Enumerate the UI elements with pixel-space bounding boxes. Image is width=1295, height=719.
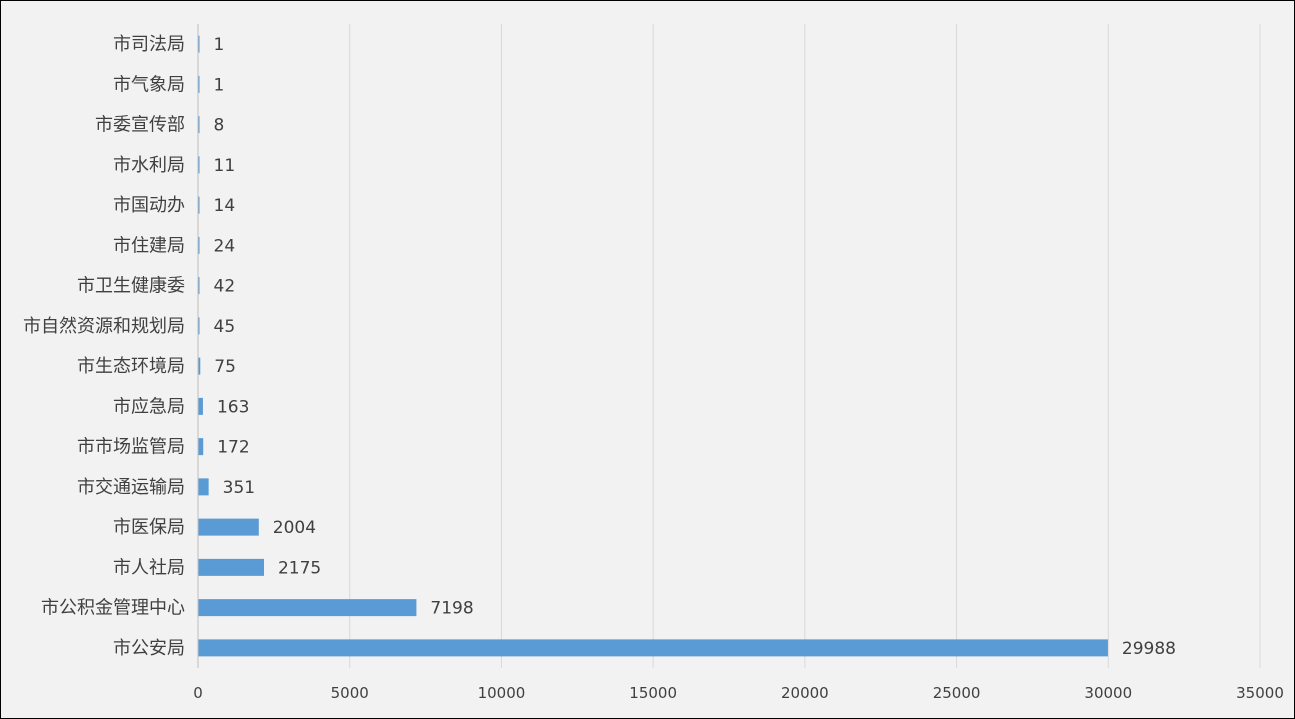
bar — [198, 397, 203, 415]
data-label: 1 — [214, 75, 225, 95]
bars — [198, 35, 1108, 657]
bar — [198, 558, 264, 576]
bar — [198, 599, 417, 617]
data-label: 2004 — [273, 518, 316, 538]
data-label: 24 — [214, 236, 236, 256]
data-label: 351 — [223, 478, 255, 498]
x-tick-label: 15000 — [629, 684, 677, 702]
category-label: 市交通运输局 — [77, 477, 185, 498]
x-tick-label: 35000 — [1236, 684, 1284, 702]
bar — [198, 478, 209, 496]
category-label: 市委宣传部 — [95, 115, 185, 136]
category-label: 市国动办 — [113, 195, 185, 216]
data-label: 45 — [214, 317, 236, 337]
data-label: 42 — [214, 277, 236, 297]
bar — [198, 35, 200, 53]
data-label: 29988 — [1122, 639, 1176, 659]
x-tick-label: 25000 — [933, 684, 981, 702]
bar — [198, 357, 201, 375]
x-tick-label: 10000 — [478, 684, 526, 702]
bar — [198, 317, 200, 335]
bar — [198, 156, 200, 174]
category-label: 市水利局 — [113, 155, 185, 176]
x-tick-label: 20000 — [781, 684, 829, 702]
category-label: 市公积金管理中心 — [41, 598, 185, 619]
category-label: 市公安局 — [113, 638, 185, 659]
data-label: 75 — [214, 357, 236, 377]
category-label: 市医保局 — [113, 517, 185, 538]
data-label: 8 — [214, 116, 225, 136]
bar — [198, 196, 200, 214]
data-label: 2175 — [278, 558, 321, 578]
category-label: 市气象局 — [113, 74, 185, 95]
category-label: 市卫生健康委 — [77, 276, 185, 297]
data-label: 172 — [217, 438, 249, 458]
x-tick-label: 5000 — [331, 684, 369, 702]
category-label: 市生态环境局 — [77, 356, 185, 377]
category-label: 市市场监管局 — [77, 437, 185, 458]
category-label: 市司法局 — [113, 34, 185, 55]
bar — [198, 236, 200, 254]
bar — [198, 518, 259, 536]
x-tick-label: 0 — [193, 684, 203, 702]
labels: 0 5000 10000 15000 20000 25000 30000 35000 市司法局 1… — [23, 34, 1284, 702]
bar — [198, 639, 1108, 657]
data-label: 11 — [214, 156, 236, 176]
data-label: 14 — [214, 196, 236, 216]
category-label: 市应急局 — [113, 396, 185, 417]
category-label: 市自然资源和规划局 — [23, 316, 185, 337]
bar — [198, 75, 200, 93]
bar — [198, 116, 200, 134]
data-label: 163 — [217, 397, 249, 417]
gridlines — [349, 24, 1261, 668]
data-label: 7198 — [430, 599, 473, 619]
data-label: 1 — [214, 35, 225, 55]
x-tick-label: 30000 — [1084, 684, 1132, 702]
category-label: 市人社局 — [113, 557, 185, 578]
bar — [198, 277, 200, 295]
bar — [198, 438, 204, 456]
category-label: 市住建局 — [113, 235, 185, 256]
